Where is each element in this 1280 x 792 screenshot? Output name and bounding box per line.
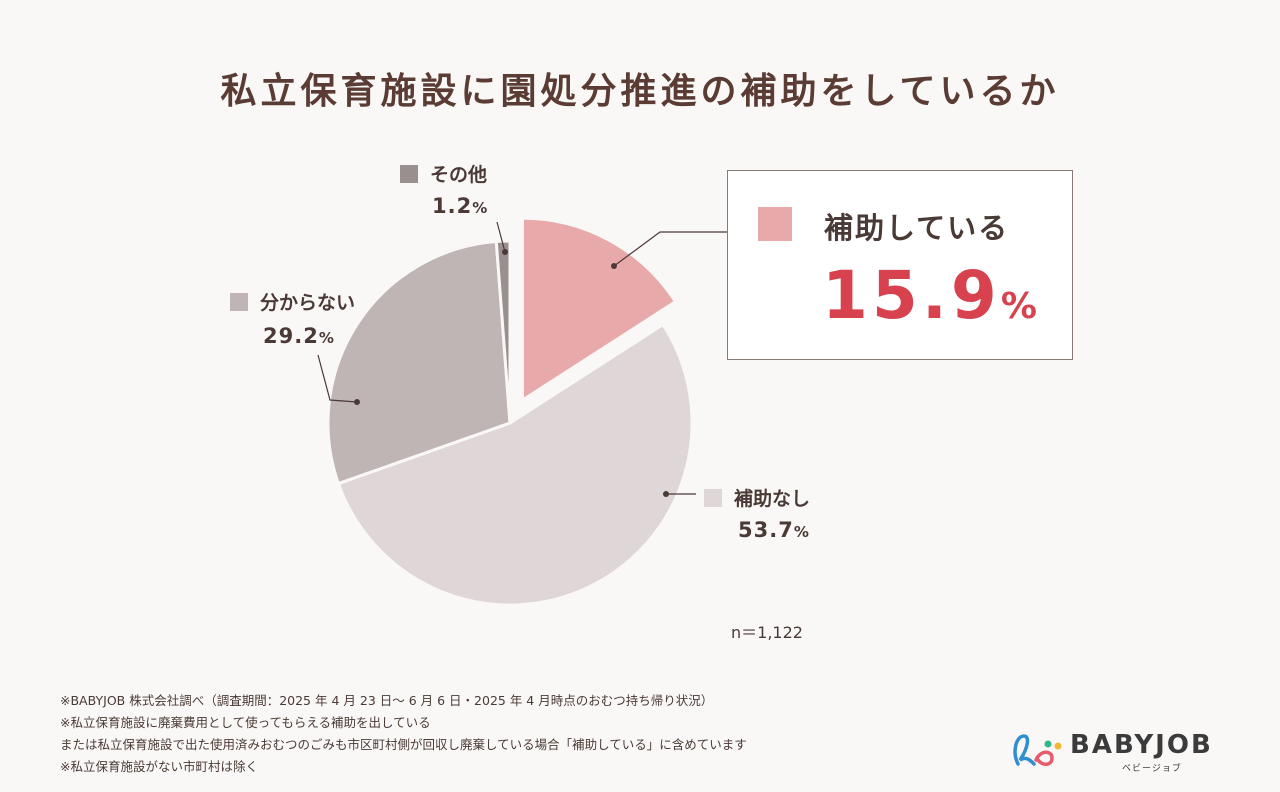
value-yes-number: 15.9 — [822, 257, 1001, 334]
label-none: 補助なし — [734, 488, 811, 510]
leader-dot-unknown — [354, 399, 360, 405]
legend-unknown: 分からない — [230, 288, 355, 315]
pie-slice-other — [494, 239, 512, 424]
leader-line-unknown — [317, 354, 358, 403]
footnotes: ※BABYJOB 株式会社調べ（調査期間：2025 年 4 月 23 日〜 6 … — [60, 690, 747, 778]
value-unknown-number: 29.2 — [263, 324, 319, 348]
leader-dot-yes — [611, 263, 617, 269]
leader-dot-none — [663, 491, 669, 497]
pct-sign-other: % — [472, 199, 489, 217]
highlight-callout: 補助している 15.9% — [727, 170, 1073, 360]
label-other: その他 — [430, 164, 488, 186]
swatch-other — [400, 165, 418, 183]
value-other-number: 1.2 — [432, 194, 473, 218]
footnote-2: ※私立保育施設に廃棄費用として使ってもらえる補助を出している — [60, 715, 431, 730]
leader-line-yes — [613, 231, 727, 267]
pct-sign-unknown: % — [318, 329, 335, 347]
pie-slice-none — [336, 322, 694, 607]
label-yes: 補助している — [824, 211, 1010, 245]
footnote-3: または私立保育施設で出た使用済みおむつのごみも市区町村側が回収し廃棄している場合… — [60, 737, 747, 752]
logo-wordmark: BABYJOB — [1070, 730, 1213, 760]
label-unknown: 分からない — [260, 292, 356, 314]
swatch-unknown — [230, 293, 248, 311]
leader-line-other — [496, 221, 506, 253]
footnote-1: ※BABYJOB 株式会社調べ（調査期間：2025 年 4 月 23 日〜 6 … — [60, 693, 714, 708]
logo-subtitle: ベビージョブ — [1122, 764, 1182, 774]
swatch-none — [704, 489, 722, 507]
pie-slice-unknown — [326, 239, 512, 486]
logo-mark-icon — [1013, 734, 1062, 766]
legend-other: その他 — [400, 160, 487, 187]
pct-sign-yes: % — [1000, 286, 1037, 327]
chart-title: 私立保育施設に園処分推進の補助をしているか — [220, 71, 1060, 112]
value-none-number: 53.7 — [738, 518, 794, 542]
value-yes: 15.9% — [822, 257, 1037, 334]
footnote-4: ※私立保育施設がない市町村は除く — [60, 759, 258, 774]
pct-sign-none: % — [793, 523, 810, 541]
sample-size: n＝1,122 — [731, 623, 803, 642]
pie-slice-yes — [520, 216, 678, 403]
babyjob-logo: BABYJOB ベビージョブ — [1008, 730, 1228, 774]
value-other: 1.2% — [432, 194, 488, 218]
value-unknown: 29.2% — [263, 324, 335, 348]
swatch-yes — [758, 207, 792, 241]
value-none: 53.7% — [738, 518, 810, 542]
leader-dot-other — [502, 249, 508, 255]
legend-none: 補助なし — [704, 484, 810, 511]
